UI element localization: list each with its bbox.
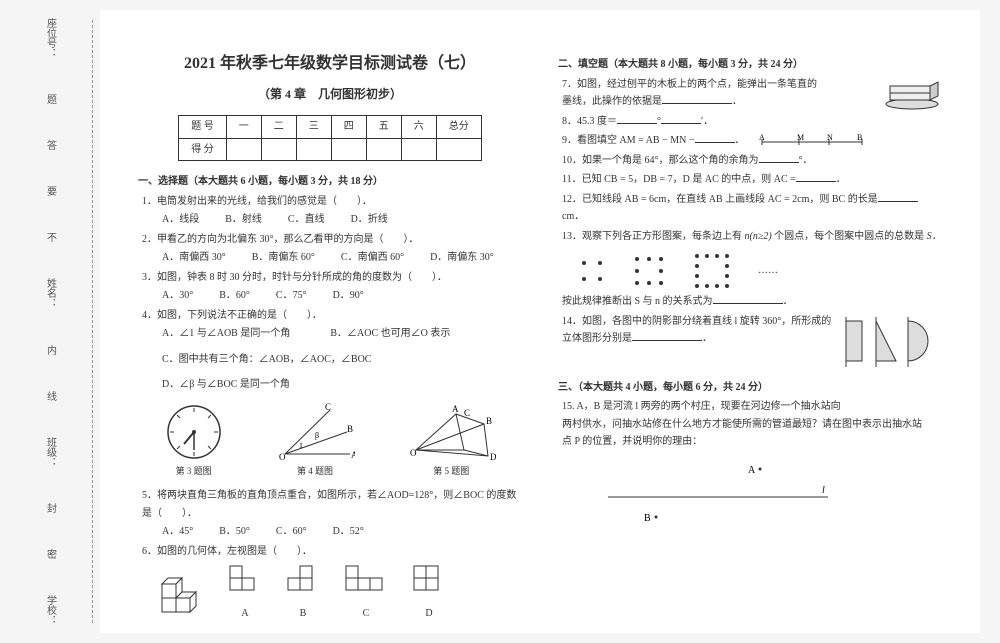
svg-text:B: B: [644, 513, 651, 524]
bind-l0: 座位号：: [43, 18, 58, 58]
th4: 四: [331, 116, 366, 139]
q5: 5．将两块直角三角板的直角顶点重合，如图所示，若∠AOD=128°，则∠BOC …: [142, 487, 522, 522]
page-subtitle: （第 4 章 几何图形初步）: [138, 84, 522, 105]
q14: 14．如图，各图中的阴影部分绕着直线 l 旋转 360°，所形成的 立体图形分别…: [562, 313, 942, 348]
page-title: 2021 年秋季七年级数学目标测试卷（七）: [138, 50, 522, 78]
th0: 题 号: [179, 116, 227, 139]
triangles-icon: O AC B D: [406, 402, 496, 462]
fig-clock: 第 3 题图: [164, 402, 224, 480]
q7: 7．如图，经过刨平的木板上的两个点，能弹出一条笔直的 墨线，此操作的依据是．: [562, 76, 942, 111]
bind-l11: 学校：: [43, 595, 58, 625]
q13e: 按此规律推断出 S 与 n 的关系式为．: [562, 293, 942, 311]
bind-l8: 班级：: [43, 437, 58, 467]
bind-l10: 密: [43, 549, 58, 559]
dots-patterns: ……: [578, 251, 942, 291]
q12: 12．已知线段 AB = 6cm，在直线 AB 上画线段 AC = 2cm，则 …: [562, 191, 942, 226]
th6: 六: [401, 116, 436, 139]
right-column: 二、填空题（本大题共 8 小题，每小题 3 分，共 24 分） 7．如图，经过刨…: [540, 50, 960, 613]
rotation-shapes-icon: [842, 313, 942, 369]
q2: 2．甲看乙的方向为北偏东 30°，那么乙看甲的方向是（ ）．: [142, 231, 522, 249]
svg-text:M: M: [797, 134, 804, 142]
svg-text:A: A: [351, 450, 355, 460]
fig-triangles: OACBD 第 5 题图: [406, 402, 496, 480]
svg-text:l: l: [822, 485, 825, 496]
q10: 10．如果一个角是 64°，那么这个角的余角为°．: [562, 152, 942, 170]
th7: 总分: [436, 116, 481, 139]
q4-opts: A．∠1 与∠AOB 是同一个角 B．∠AOC 也可用∠O 表示 C．图中共有三…: [162, 325, 522, 394]
figures-row: 第 3 题图 OCBA 1β 第 4 题图 OACBD 第 5 题图: [138, 402, 522, 480]
th2: 二: [261, 116, 296, 139]
section3-heading: 三、（本大题共 4 小题，每小题 6 分，共 24 分）: [558, 379, 942, 397]
q1: 1．电筒发射出来的光线，给我们的感觉是（ ）．: [142, 193, 522, 211]
q6-options: A B C D: [158, 564, 522, 622]
q6-d: D: [412, 564, 446, 622]
river-diagram: A l B: [598, 461, 942, 538]
q5-opts: A．45° B．50° C．60° D．52°: [162, 523, 522, 541]
clock-icon: [164, 402, 224, 462]
svg-text:A: A: [452, 404, 459, 414]
q15: 15. A，B 是河流 l 两旁的两个村庄，现要在河边修一个抽水站向 两村供水，…: [562, 398, 942, 451]
section1-heading: 一、选择题（本大题共 6 小题，每小题 3 分，共 18 分）: [138, 173, 522, 191]
svg-text:D: D: [490, 452, 496, 462]
bind-l3: 要: [43, 186, 58, 196]
binding-dash: [92, 20, 93, 623]
bind-l1: 题: [43, 94, 58, 104]
q6: 6．如图的几何体，左视图是（ ）．: [142, 543, 522, 561]
svg-text:C: C: [325, 402, 331, 412]
fig-angle: OCBA 1β 第 4 题图: [275, 402, 355, 480]
svg-text:1: 1: [299, 441, 303, 450]
q3-opts: A．30° B．60° C．75° D．90°: [162, 287, 522, 305]
th5: 五: [366, 116, 401, 139]
bind-l4: 不: [43, 232, 58, 242]
q4: 4．如图，下列说法不正确的是（ ）．: [142, 307, 522, 325]
q8: 8．45.3 度＝°′．: [562, 113, 942, 131]
svg-text:B: B: [486, 416, 492, 426]
score-table: 题 号 一 二 三 四 五 六 总分 得 分: [178, 115, 482, 161]
svg-text:O: O: [279, 452, 286, 462]
svg-text:O: O: [410, 448, 417, 458]
q1-opts: A．线段 B．射线 C．直线 D．折线: [162, 211, 522, 229]
svg-text:B: B: [347, 424, 353, 434]
q3: 3．如图，钟表 8 时 30 分时，时针与分针所成的角的度数为（ ）．: [142, 269, 522, 287]
q6-b: B: [286, 564, 320, 622]
q6-solid: [158, 576, 204, 623]
th1: 一: [226, 116, 261, 139]
th3: 三: [296, 116, 331, 139]
section2-heading: 二、填空题（本大题共 8 小题，每小题 3 分，共 24 分）: [558, 56, 942, 74]
bind-l7: 线: [43, 391, 58, 401]
binding-strip: 座位号： 题 答 要 不 姓名： 内 线 班级： 封 密 学校：: [0, 0, 100, 643]
svg-text:A: A: [748, 465, 756, 476]
svg-text:C: C: [464, 408, 470, 418]
blank: [662, 93, 732, 104]
bind-l9: 封: [43, 503, 58, 513]
q6-a: A: [228, 564, 262, 622]
bind-l5: 姓名：: [43, 278, 58, 308]
plank-icon: [882, 76, 942, 112]
angle-icon: O C B A 1 β: [275, 402, 355, 462]
q13: 13．观察下列各正方形图案，每条边上有 n(n≥2) 个圆点，每个图案中圆点的总…: [562, 228, 942, 246]
exam-sheet: 2021 年秋季七年级数学目标测试卷（七） （第 4 章 几何图形初步） 题 号…: [100, 10, 980, 633]
row-label: 得 分: [179, 138, 227, 161]
svg-text:N: N: [827, 134, 833, 142]
left-column: 2021 年秋季七年级数学目标测试卷（七） （第 4 章 几何图形初步） 题 号…: [120, 50, 540, 613]
bind-l6: 内: [43, 345, 58, 355]
q11: 11．已知 CB = 5，DB = 7，D 是 AC 的中点，则 AC =．: [562, 171, 942, 189]
q6-c: C: [344, 564, 388, 622]
q2-opts: A．南偏西 30° B．南偏东 60° C．南偏西 60° D．南偏东 30°: [162, 249, 522, 267]
segment-icon: AMNB: [757, 134, 867, 148]
svg-text:β: β: [315, 431, 319, 440]
q9: 9．看图填空 AM = AB − MN −． AMNB: [562, 132, 942, 150]
bind-l2: 答: [43, 140, 58, 150]
